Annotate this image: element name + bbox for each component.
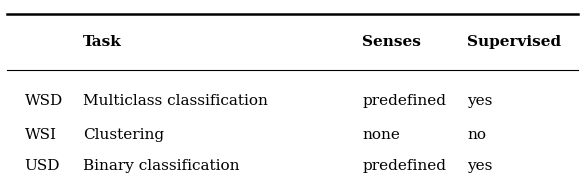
Text: Senses: Senses xyxy=(362,35,421,49)
Text: WSI: WSI xyxy=(25,128,56,142)
Text: Clustering: Clustering xyxy=(83,128,164,142)
Text: Binary classification: Binary classification xyxy=(83,159,239,173)
Text: USD: USD xyxy=(25,159,60,173)
Text: predefined: predefined xyxy=(362,159,446,173)
Text: WSD: WSD xyxy=(25,94,63,108)
Text: Multiclass classification: Multiclass classification xyxy=(83,94,268,108)
Text: predefined: predefined xyxy=(362,94,446,108)
Text: none: none xyxy=(362,128,400,142)
Text: yes: yes xyxy=(467,159,493,173)
Text: Supervised: Supervised xyxy=(467,35,562,49)
Text: Task: Task xyxy=(83,35,122,49)
Text: no: no xyxy=(467,128,486,142)
Text: yes: yes xyxy=(467,94,493,108)
